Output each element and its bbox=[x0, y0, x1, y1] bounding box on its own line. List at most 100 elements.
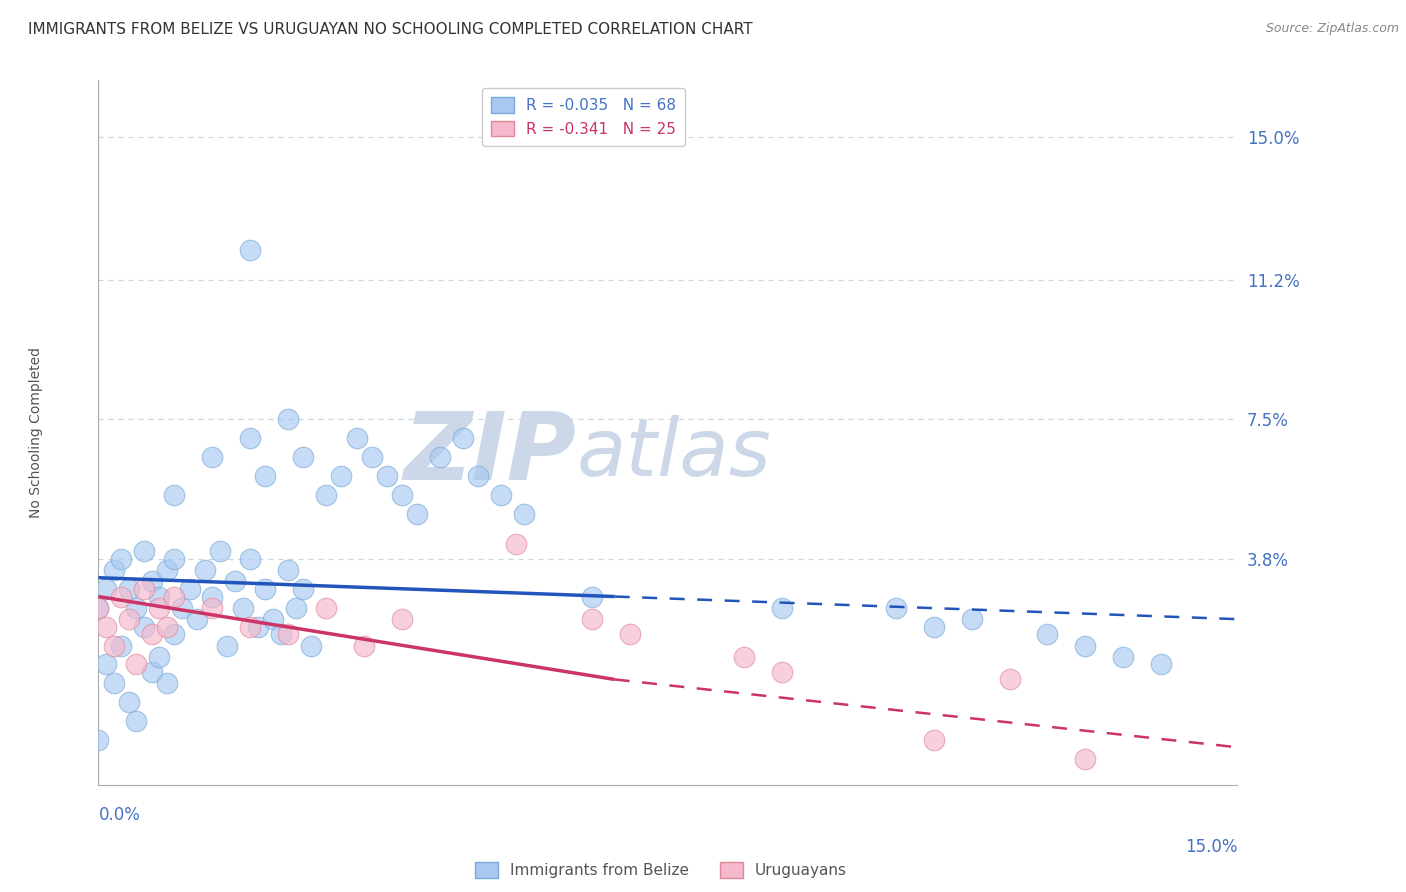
Point bbox=[391, 488, 413, 502]
Text: ZIP: ZIP bbox=[404, 408, 576, 500]
Point bbox=[141, 665, 163, 679]
Point bbox=[148, 649, 170, 664]
Point bbox=[163, 552, 186, 566]
Point bbox=[239, 552, 262, 566]
Point bbox=[110, 639, 132, 653]
Point bbox=[277, 627, 299, 641]
Point bbox=[194, 563, 217, 577]
Point bbox=[103, 639, 125, 653]
Point bbox=[299, 639, 322, 653]
Point bbox=[733, 649, 755, 664]
Point bbox=[87, 600, 110, 615]
Text: atlas: atlas bbox=[576, 415, 772, 492]
Point bbox=[960, 612, 983, 626]
Point bbox=[346, 431, 368, 445]
Point bbox=[375, 469, 398, 483]
Point bbox=[239, 243, 262, 257]
Point bbox=[1150, 657, 1173, 672]
Point bbox=[201, 450, 224, 464]
Point bbox=[87, 600, 110, 615]
Text: Source: ZipAtlas.com: Source: ZipAtlas.com bbox=[1265, 22, 1399, 36]
Point bbox=[922, 732, 945, 747]
Point bbox=[512, 507, 534, 521]
Point bbox=[239, 431, 262, 445]
Text: No Schooling Completed: No Schooling Completed bbox=[28, 347, 42, 518]
Text: 0.0%: 0.0% bbox=[98, 806, 141, 824]
Point bbox=[581, 612, 603, 626]
Point bbox=[141, 574, 163, 589]
Point bbox=[201, 590, 224, 604]
Point bbox=[262, 612, 284, 626]
Point bbox=[1112, 649, 1135, 664]
Point bbox=[170, 600, 193, 615]
Point bbox=[330, 469, 353, 483]
Point bbox=[163, 488, 186, 502]
Point bbox=[132, 620, 155, 634]
Point bbox=[406, 507, 429, 521]
Point bbox=[103, 563, 125, 577]
Point bbox=[770, 665, 793, 679]
Point bbox=[429, 450, 451, 464]
Point bbox=[201, 600, 224, 615]
Legend: R = -0.035   N = 68, R = -0.341   N = 25: R = -0.035 N = 68, R = -0.341 N = 25 bbox=[482, 88, 685, 146]
Point bbox=[284, 600, 307, 615]
Point bbox=[505, 537, 527, 551]
Point bbox=[141, 627, 163, 641]
Point bbox=[770, 600, 793, 615]
Point bbox=[224, 574, 246, 589]
Point bbox=[217, 639, 239, 653]
Point bbox=[998, 673, 1021, 687]
Point bbox=[179, 582, 201, 596]
Point bbox=[118, 695, 141, 709]
Point bbox=[1074, 751, 1097, 765]
Legend: Immigrants from Belize, Uruguayans: Immigrants from Belize, Uruguayans bbox=[468, 856, 853, 884]
Point bbox=[292, 450, 315, 464]
Point bbox=[208, 544, 231, 558]
Text: 15.0%: 15.0% bbox=[1185, 838, 1237, 855]
Point bbox=[360, 450, 382, 464]
Point bbox=[451, 431, 474, 445]
Point bbox=[884, 600, 907, 615]
Point bbox=[103, 676, 125, 690]
Point bbox=[94, 657, 117, 672]
Point bbox=[148, 590, 170, 604]
Point bbox=[391, 612, 413, 626]
Point bbox=[1074, 639, 1097, 653]
Point bbox=[489, 488, 512, 502]
Point bbox=[353, 639, 375, 653]
Text: IMMIGRANTS FROM BELIZE VS URUGUAYAN NO SCHOOLING COMPLETED CORRELATION CHART: IMMIGRANTS FROM BELIZE VS URUGUAYAN NO S… bbox=[28, 22, 752, 37]
Point bbox=[239, 620, 262, 634]
Point bbox=[163, 627, 186, 641]
Point bbox=[619, 627, 641, 641]
Point bbox=[156, 563, 179, 577]
Point bbox=[315, 488, 337, 502]
Point bbox=[163, 590, 186, 604]
Point bbox=[125, 714, 148, 728]
Point bbox=[125, 657, 148, 672]
Point bbox=[254, 582, 277, 596]
Point bbox=[315, 600, 337, 615]
Point bbox=[292, 582, 315, 596]
Point bbox=[246, 620, 269, 634]
Point bbox=[254, 469, 277, 483]
Point bbox=[581, 590, 603, 604]
Point bbox=[110, 552, 132, 566]
Point bbox=[186, 612, 208, 626]
Point bbox=[922, 620, 945, 634]
Point bbox=[94, 582, 117, 596]
Point bbox=[132, 544, 155, 558]
Point bbox=[277, 563, 299, 577]
Point bbox=[277, 412, 299, 426]
Point bbox=[125, 600, 148, 615]
Point bbox=[94, 620, 117, 634]
Point bbox=[118, 582, 141, 596]
Point bbox=[148, 600, 170, 615]
Point bbox=[110, 590, 132, 604]
Point bbox=[156, 620, 179, 634]
Point bbox=[132, 582, 155, 596]
Point bbox=[87, 732, 110, 747]
Point bbox=[156, 676, 179, 690]
Point bbox=[270, 627, 292, 641]
Point bbox=[1036, 627, 1059, 641]
Point bbox=[232, 600, 254, 615]
